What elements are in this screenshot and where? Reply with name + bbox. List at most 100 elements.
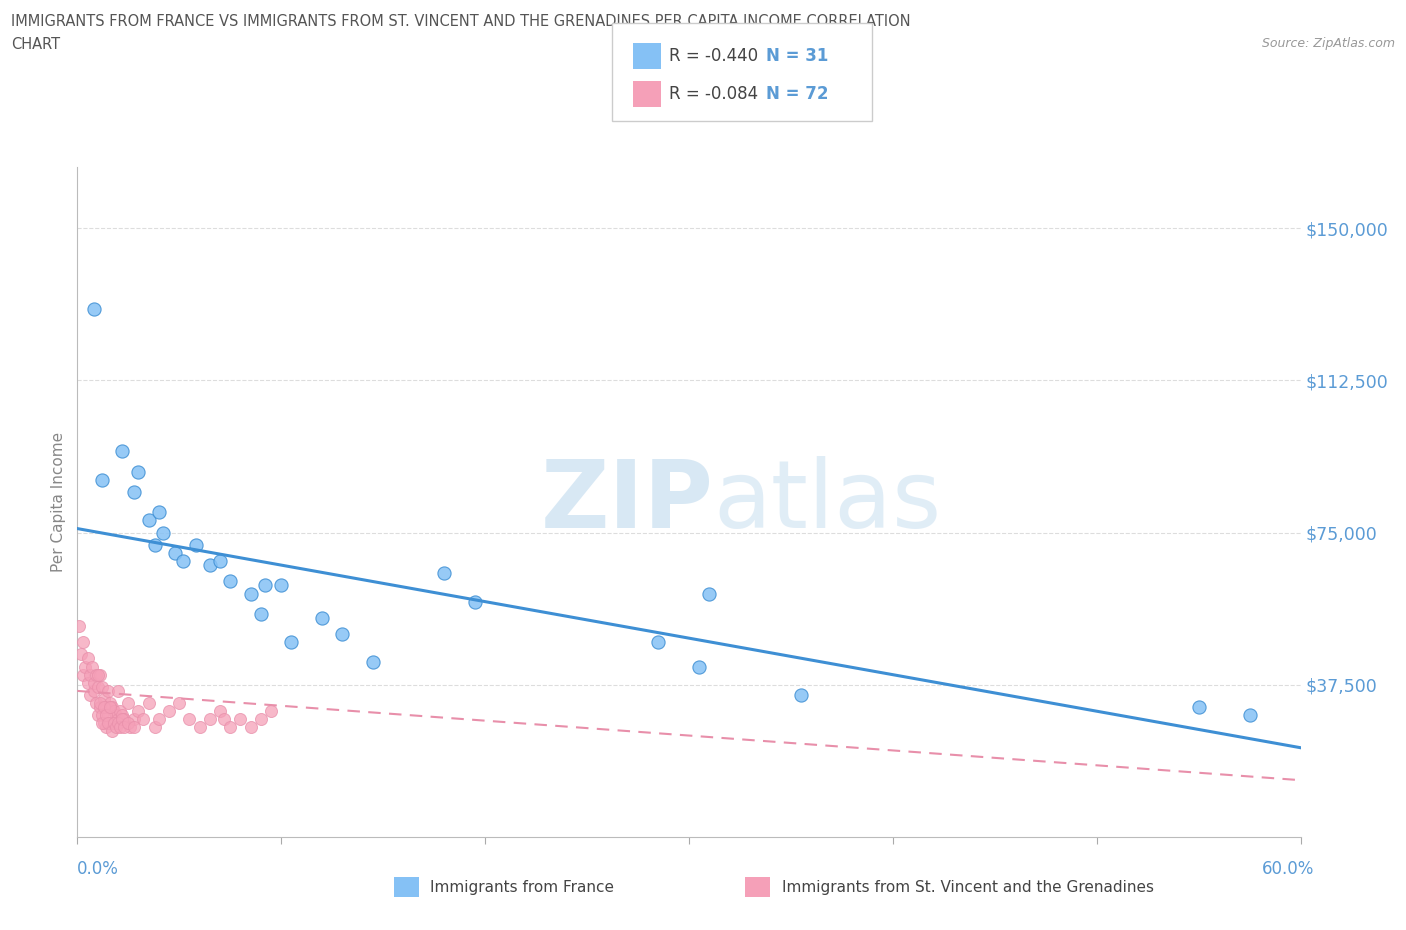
Point bbox=[87, 680, 110, 695]
Point bbox=[250, 606, 273, 621]
Point bbox=[84, 696, 107, 711]
Text: N = 31: N = 31 bbox=[766, 46, 828, 65]
Text: R = -0.440: R = -0.440 bbox=[669, 46, 758, 65]
Point bbox=[76, 675, 98, 690]
Point bbox=[131, 711, 153, 726]
Point bbox=[72, 635, 94, 650]
Point bbox=[98, 696, 121, 711]
Point bbox=[127, 464, 149, 479]
Point bbox=[103, 716, 125, 731]
Point bbox=[111, 711, 134, 726]
Point bbox=[239, 586, 262, 601]
Point bbox=[117, 716, 139, 731]
Point bbox=[101, 699, 124, 714]
Point bbox=[79, 667, 101, 682]
Point bbox=[107, 684, 129, 698]
Point bbox=[90, 708, 112, 723]
Point bbox=[108, 704, 131, 719]
Point bbox=[84, 667, 107, 682]
Text: Immigrants from St. Vincent and the Grenadines: Immigrants from St. Vincent and the Gren… bbox=[782, 880, 1154, 895]
Text: IMMIGRANTS FROM FRANCE VS IMMIGRANTS FROM ST. VINCENT AND THE GRENADINES PER CAP: IMMIGRANTS FROM FRANCE VS IMMIGRANTS FRO… bbox=[11, 14, 911, 29]
Point bbox=[165, 546, 187, 561]
Point bbox=[688, 659, 710, 674]
Point bbox=[111, 444, 134, 458]
Point bbox=[464, 594, 486, 609]
Point bbox=[70, 647, 93, 662]
Text: ZIP: ZIP bbox=[540, 457, 713, 548]
Point bbox=[260, 704, 283, 719]
Point bbox=[229, 711, 252, 726]
Point bbox=[98, 716, 121, 731]
Point bbox=[332, 627, 354, 642]
Point bbox=[98, 699, 121, 714]
Point bbox=[90, 472, 112, 487]
Point bbox=[75, 659, 97, 674]
Point bbox=[120, 720, 142, 735]
Point bbox=[124, 711, 146, 726]
Point bbox=[311, 610, 333, 625]
Point bbox=[124, 485, 146, 499]
Point bbox=[117, 696, 139, 711]
Point bbox=[93, 699, 115, 714]
Point bbox=[111, 708, 134, 723]
Text: 60.0%: 60.0% bbox=[1263, 860, 1315, 878]
Point bbox=[97, 716, 120, 731]
Point bbox=[107, 716, 129, 731]
Point bbox=[433, 565, 456, 580]
Point bbox=[188, 720, 211, 735]
Text: CHART: CHART bbox=[11, 37, 60, 52]
Point bbox=[90, 716, 112, 731]
Point bbox=[124, 720, 146, 735]
Point bbox=[105, 708, 128, 723]
Point bbox=[94, 708, 117, 723]
Point bbox=[143, 720, 166, 735]
Point bbox=[250, 711, 273, 726]
Point bbox=[94, 699, 117, 714]
Point bbox=[219, 574, 242, 589]
Point bbox=[101, 724, 124, 739]
Point bbox=[112, 720, 135, 735]
Point bbox=[790, 687, 813, 702]
Point bbox=[90, 680, 112, 695]
Point bbox=[1239, 708, 1261, 723]
Point bbox=[179, 711, 201, 726]
Point bbox=[198, 711, 221, 726]
Point bbox=[127, 704, 149, 719]
Point bbox=[647, 635, 669, 650]
Point bbox=[83, 684, 105, 698]
Point bbox=[112, 711, 135, 726]
Point bbox=[270, 578, 292, 592]
Point bbox=[87, 667, 110, 682]
Point bbox=[212, 711, 235, 726]
Text: R = -0.084: R = -0.084 bbox=[669, 85, 758, 103]
Text: N = 72: N = 72 bbox=[766, 85, 828, 103]
Point bbox=[83, 302, 105, 317]
Point bbox=[208, 553, 231, 568]
Text: 0.0%: 0.0% bbox=[77, 860, 120, 878]
Text: Immigrants from France: Immigrants from France bbox=[430, 880, 614, 895]
Point bbox=[80, 659, 103, 674]
Point bbox=[208, 704, 231, 719]
Point bbox=[79, 687, 101, 702]
Point bbox=[87, 708, 110, 723]
Point bbox=[103, 704, 125, 719]
Point bbox=[76, 651, 98, 666]
Point bbox=[143, 538, 166, 552]
Point bbox=[219, 720, 242, 735]
Point bbox=[72, 667, 94, 682]
Point bbox=[157, 704, 180, 719]
Point bbox=[152, 525, 174, 540]
Point bbox=[172, 553, 194, 568]
Point bbox=[138, 696, 160, 711]
Point bbox=[138, 513, 160, 528]
Point bbox=[89, 696, 111, 711]
Point bbox=[1187, 699, 1209, 714]
Point bbox=[67, 618, 90, 633]
Point bbox=[108, 720, 131, 735]
Point bbox=[105, 720, 128, 735]
Point bbox=[280, 635, 302, 650]
Point bbox=[169, 696, 191, 711]
Point bbox=[198, 558, 221, 573]
Point bbox=[699, 586, 721, 601]
Point bbox=[89, 699, 111, 714]
